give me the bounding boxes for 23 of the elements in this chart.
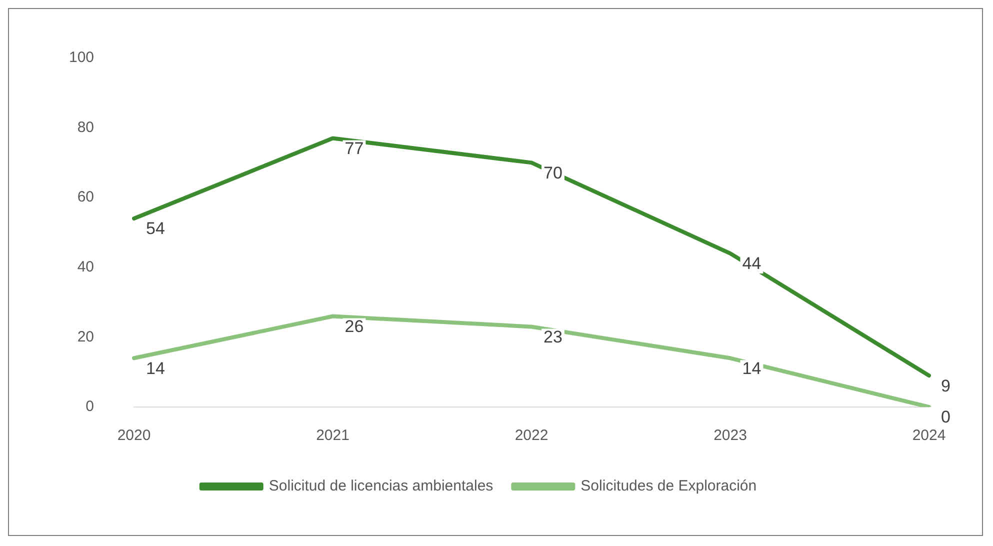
data-label: 23 xyxy=(544,327,562,346)
data-label: 14 xyxy=(742,358,762,378)
data-label: 54 xyxy=(146,219,165,238)
y-tick-label: 40 xyxy=(77,258,94,276)
legend-label: Solicitudes de Exploración xyxy=(580,478,757,495)
data-label: 26 xyxy=(344,316,364,336)
x-tick-label: 2022 xyxy=(514,427,548,444)
data-label: 14 xyxy=(146,358,165,378)
x-tick-label: 2021 xyxy=(316,427,350,444)
y-tick-label: 80 xyxy=(77,118,94,136)
y-tick-label: 0 xyxy=(86,398,94,416)
data-label: 70 xyxy=(544,163,562,182)
data-label: 77 xyxy=(344,138,364,158)
data-label: 44 xyxy=(742,254,762,274)
y-tick-label: 20 xyxy=(77,328,94,346)
data-label: 9 xyxy=(941,376,950,396)
x-tick-label: 2023 xyxy=(714,427,747,444)
data-label: 0 xyxy=(941,408,950,427)
x-tick-label: 2020 xyxy=(117,427,151,444)
y-tick-label: 60 xyxy=(77,188,94,206)
legend-label: Solicitud de licencias ambientales xyxy=(268,478,494,495)
x-tick-label: 2024 xyxy=(912,427,946,444)
y-tick-label: 100 xyxy=(68,49,94,66)
